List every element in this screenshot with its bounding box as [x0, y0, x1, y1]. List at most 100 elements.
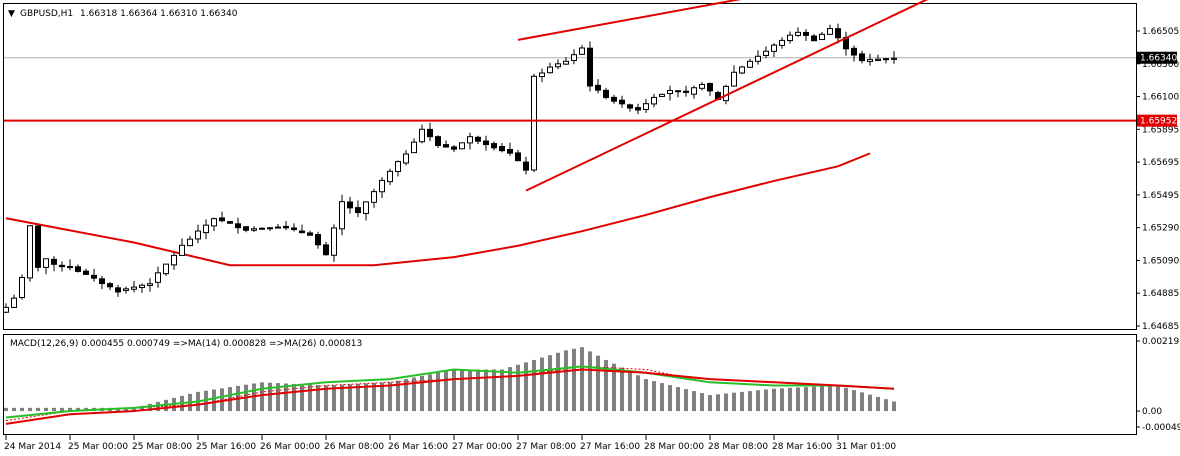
macd-histogram-bar — [268, 382, 272, 412]
candle-body — [459, 142, 465, 150]
macd-histogram-bar — [724, 393, 728, 412]
candle-body — [35, 225, 41, 268]
macd-histogram-bar — [540, 357, 544, 412]
candle-body — [811, 35, 817, 42]
macd-histogram-bar — [12, 407, 16, 412]
candle-body — [523, 161, 529, 171]
level-price-label: 1.65952 — [1140, 117, 1177, 127]
time-tick-label: 25 Mar 00:00 — [68, 442, 128, 452]
macd-histogram-bar — [892, 401, 896, 412]
candle-body — [747, 60, 753, 68]
candle-body — [403, 153, 409, 164]
candle-body — [59, 264, 65, 268]
time-axis: 24 Mar 2014 25 Mar 00:00 25 Mar 08:00 25 Ma… — [4, 435, 896, 452]
macd-histogram-bar — [212, 389, 216, 412]
macd-histogram-bar — [812, 386, 816, 412]
candle-body — [531, 75, 537, 171]
candle-body — [395, 161, 401, 172]
macd-histogram-bar — [68, 407, 72, 412]
candle-body — [667, 90, 673, 95]
candle-body — [555, 63, 561, 68]
macd-histogram-bar — [604, 359, 608, 412]
chart-menu-arrow-icon[interactable]: ▼ — [8, 9, 15, 19]
macd-histogram-bar — [588, 351, 592, 412]
price-tick-label: 1.64685 — [1142, 322, 1179, 332]
candle-body — [3, 306, 9, 313]
macd-histogram-bar — [820, 386, 824, 412]
macd-histogram-bar — [404, 379, 408, 412]
macd-histogram-bar — [348, 384, 352, 412]
candle-body — [475, 136, 481, 142]
candle-body — [275, 226, 281, 229]
candle-body — [795, 31, 801, 36]
macd-histogram-bar — [572, 348, 576, 412]
candle-body — [603, 89, 609, 98]
macd-histogram-bar — [452, 369, 456, 412]
time-tick-label: 28 Mar 08:00 — [708, 442, 768, 452]
candle-body — [619, 99, 625, 105]
macd-signal-line — [5, 365, 895, 422]
macd-histogram-bar — [132, 407, 136, 412]
price-tick-label: 1.66100 — [1142, 93, 1179, 103]
time-tick-label: 25 Mar 16:00 — [196, 442, 256, 452]
candle-body — [187, 238, 193, 247]
trendline — [517, 0, 742, 41]
macd-histogram-bar — [356, 383, 360, 412]
macd-histogram-bar — [676, 387, 680, 412]
candle-body — [627, 104, 633, 109]
candle-body — [219, 217, 225, 222]
macd-histogram-bar — [508, 367, 512, 412]
macd-histogram-bar — [748, 391, 752, 412]
price-tick-label: 1.65290 — [1142, 224, 1179, 234]
candle-body — [563, 60, 569, 65]
candle-body — [507, 149, 513, 154]
candle-body — [363, 201, 369, 214]
macd-histogram-bar — [140, 405, 144, 412]
candle-body — [355, 207, 361, 214]
candle-body — [251, 228, 257, 231]
ohlc-readout: 1.66318 1.66364 1.66310 1.66340 — [80, 9, 238, 19]
trendlines[interactable] — [4, 0, 1136, 192]
macd-histogram-bar — [444, 371, 448, 412]
candle-body — [571, 54, 577, 61]
candle-body — [99, 278, 105, 285]
price-tick-label: 1.65695 — [1142, 158, 1179, 168]
macd-histogram-bar — [788, 387, 792, 412]
macd-histogram-bar — [596, 355, 600, 412]
macd-histogram-bar — [20, 407, 24, 412]
macd-histogram-bar — [292, 383, 296, 412]
macd-histogram-bar — [756, 390, 760, 412]
candle-body — [299, 230, 305, 234]
macd-histogram-bar — [772, 388, 776, 412]
candle-body — [675, 90, 681, 93]
candle-body — [11, 297, 17, 308]
candle-body — [83, 270, 89, 275]
macd-histogram-bar — [364, 383, 368, 412]
macd-histogram-bar — [620, 367, 624, 412]
macd-histogram-bar — [660, 383, 664, 412]
macd-histogram-bar — [436, 372, 440, 412]
macd-histogram-bar — [60, 407, 64, 412]
time-tick-label: 28 Mar 16:00 — [772, 442, 832, 452]
macd-histogram-bar — [324, 385, 328, 412]
macd-histogram-bar — [684, 389, 688, 412]
macd-ma14-line — [5, 365, 895, 419]
macd-histogram-bar — [644, 379, 648, 412]
price-tick-label: 1.65895 — [1142, 125, 1179, 135]
candle-body — [323, 244, 329, 256]
candle-body — [67, 266, 73, 269]
candle-body — [243, 226, 249, 231]
macd-histogram-bar — [28, 407, 32, 412]
macd-histogram-bar — [796, 387, 800, 412]
macd-histogram-bar — [636, 375, 640, 412]
candle-body — [691, 87, 697, 95]
candle-body — [411, 141, 417, 154]
macd-histogram-bar — [532, 359, 536, 412]
candle-body — [259, 227, 265, 230]
candle-body — [75, 266, 81, 272]
candle-body — [387, 170, 393, 183]
candle-body — [651, 96, 657, 105]
macd-histogram-bar — [332, 385, 336, 412]
